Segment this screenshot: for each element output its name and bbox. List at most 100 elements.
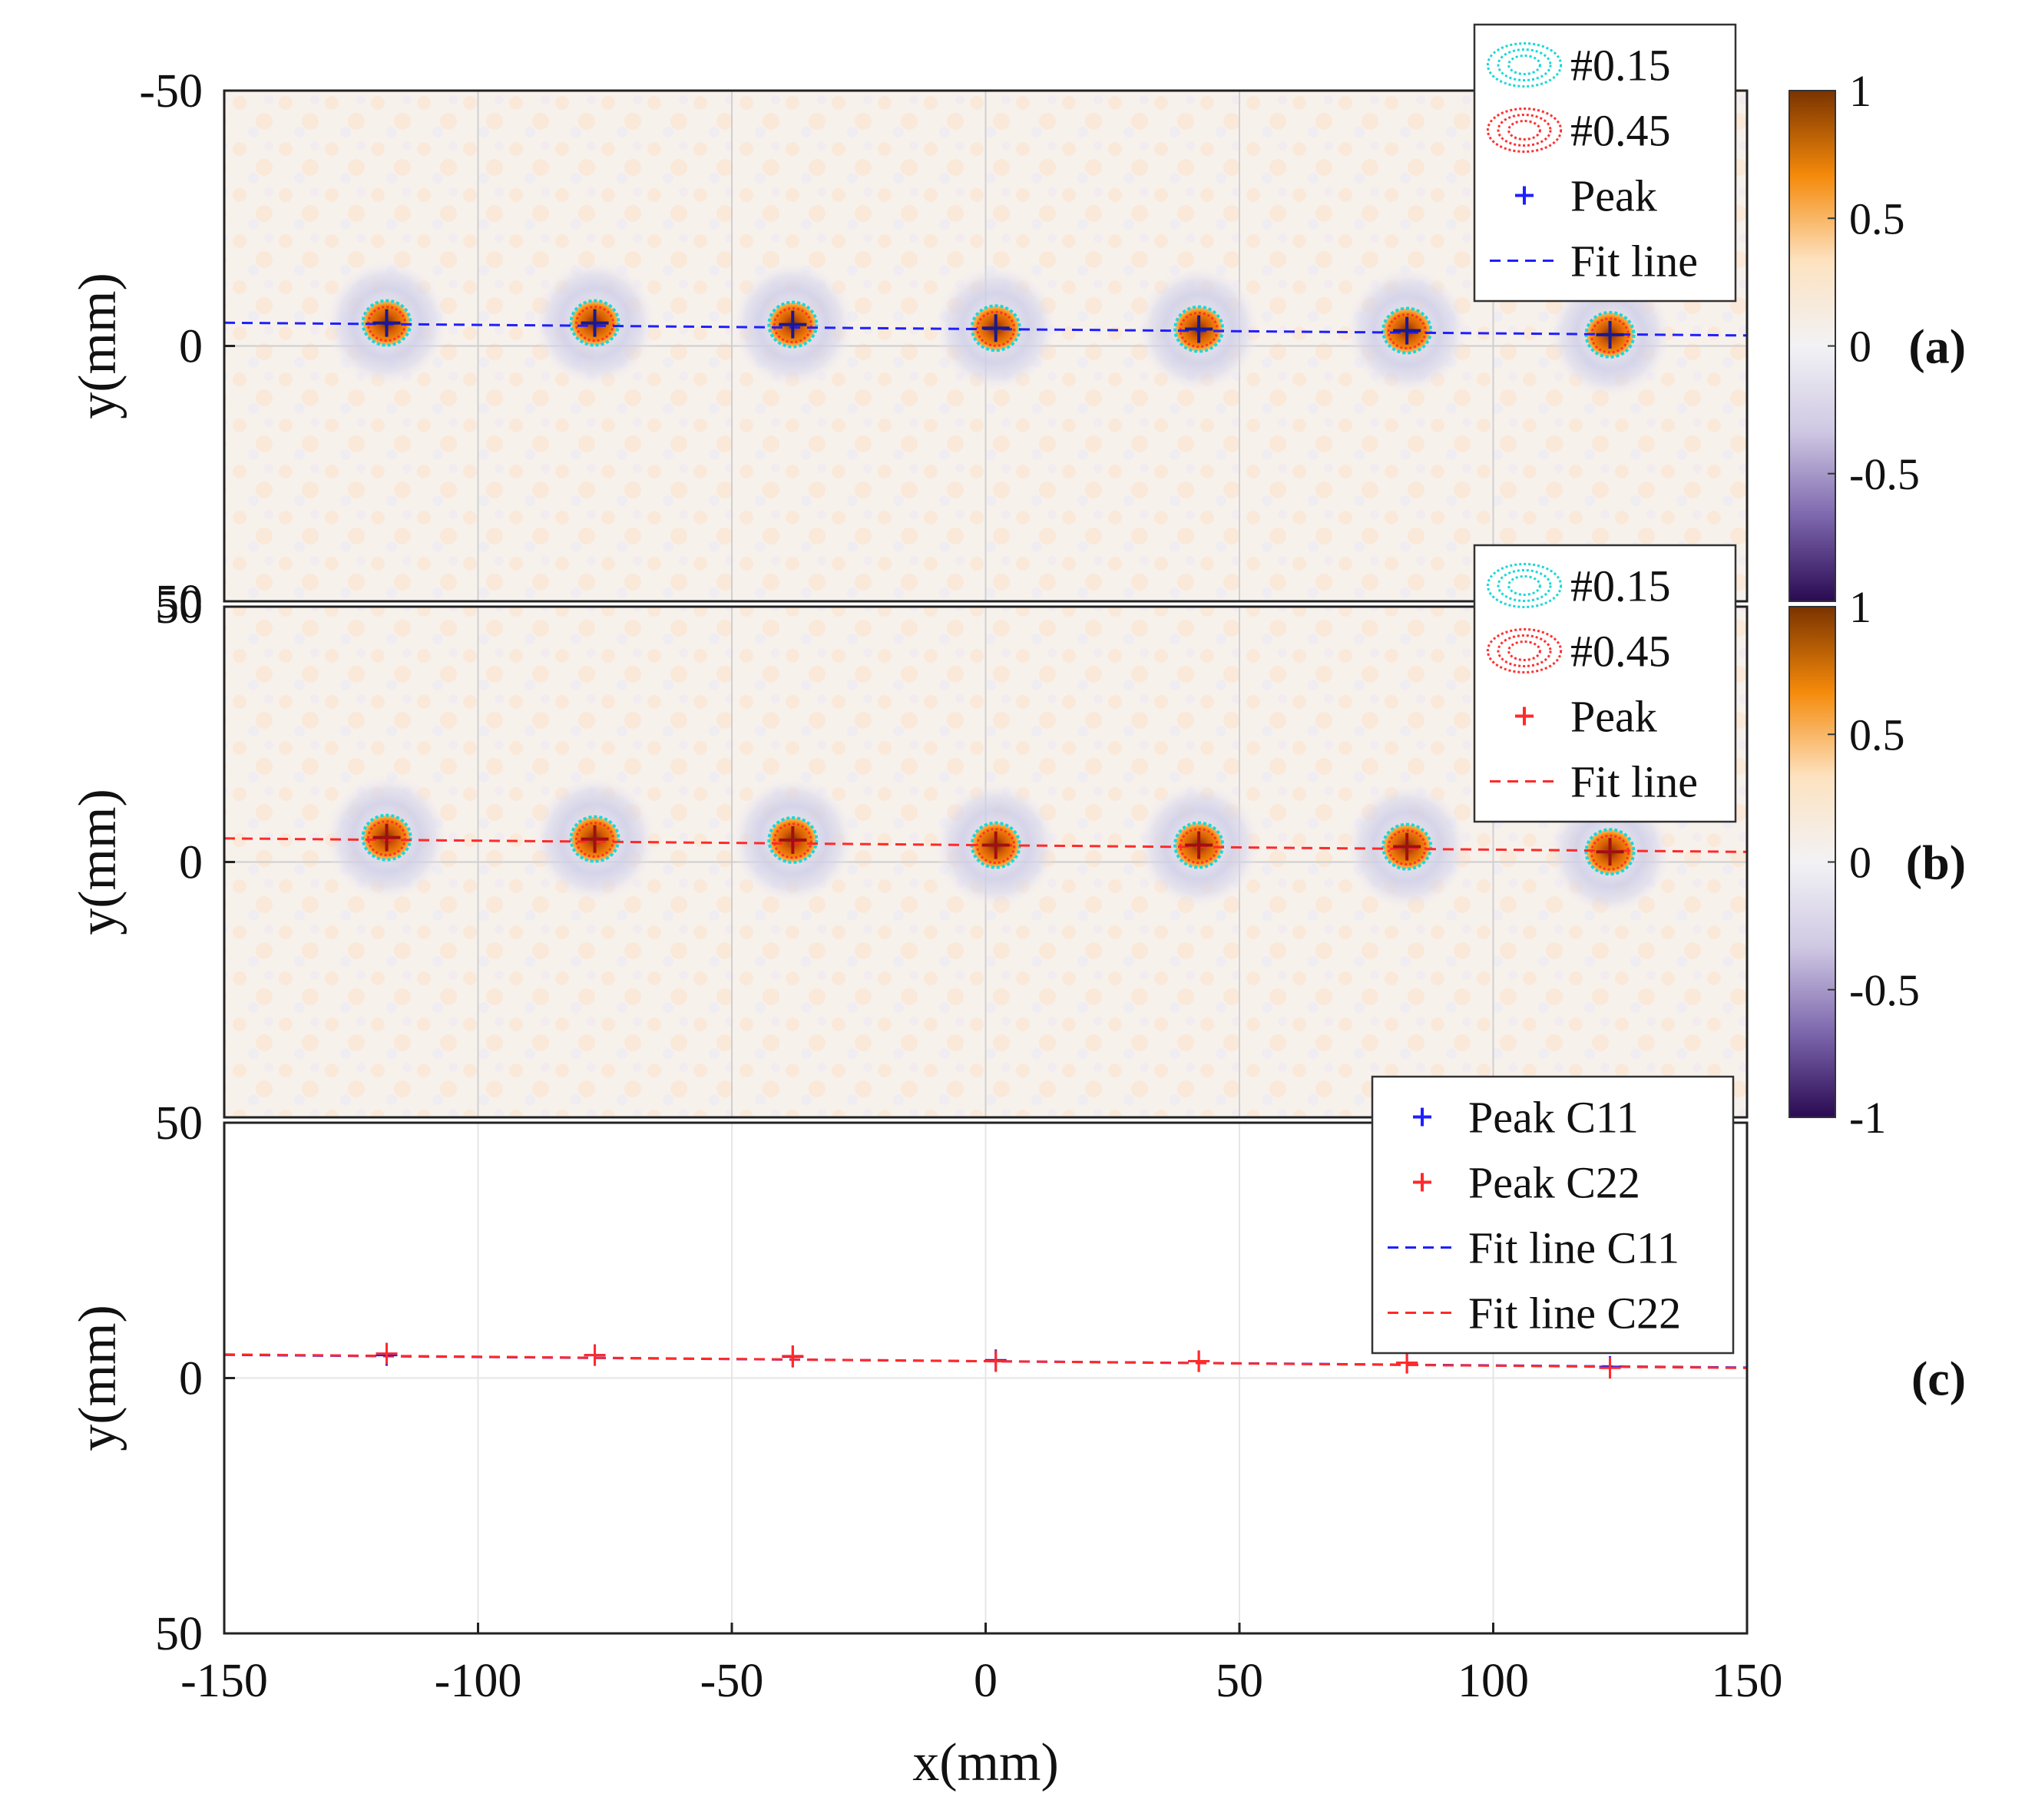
peak-b-6 [1596,838,1624,866]
legend-contour-b-0-0 [1486,563,1563,608]
ylabel-a: y(mm) [68,273,127,419]
contour-015-b-0 [361,813,412,862]
legend-box-a [1473,23,1737,303]
peak-b-5 [1393,832,1421,861]
peak-a-0 [372,309,401,337]
ytick-label-b-1: 0 [179,837,203,889]
series-1-point-6 [1599,1357,1621,1379]
legend-label-b-3: Fit line [1570,757,1698,807]
legend-contour-b-0-1 [1497,569,1552,602]
series-1-point-1 [584,1344,606,1366]
contour-045-b-1 [575,822,615,859]
contour-015-a-1 [569,299,620,347]
xtick-label-3: 0 [974,1655,998,1707]
contour-045-b-5 [1387,829,1427,866]
legend-label-b-0: #0.15 [1570,561,1671,611]
contour-045-a-1 [575,306,615,342]
legend-label-b-1: #0.45 [1570,627,1671,677]
legend-label-c-0: Peak C11 [1468,1093,1639,1143]
legend-contour-a-0-0 [1486,42,1563,88]
ylabel-b: y(mm) [68,789,127,935]
colorbar-label-a-2: 0 [1849,322,1871,372]
ytick-label-c-0: 50 [155,1097,203,1150]
legend-box-c [1371,1075,1735,1355]
legend-label-c-2: Fit line C11 [1468,1223,1679,1273]
series-1-point-4 [1188,1350,1210,1372]
xtick-label-1: -100 [435,1655,522,1707]
xtick-label-2: -50 [700,1655,764,1707]
peak-a-4 [1185,315,1213,343]
peak-a-1 [581,309,609,337]
contour-015-b-1 [569,815,620,863]
panel-tag-b: (b) [1906,836,1966,890]
contour-045-a-3 [976,310,1016,347]
xtick-label-0: -150 [180,1655,268,1707]
colorbar-label-b-2: 0 [1849,838,1871,888]
ytick-label-b-0: 50 [155,581,203,634]
xlabel: x(mm) [912,1733,1059,1792]
legend-contour-a-0-1 [1497,48,1552,81]
ytick-label-a-1: 0 [179,321,203,373]
ytick-label-c-2: 50 [155,1608,203,1660]
legend-c: Peak C11 Peak C22 Fit line C11 Fit line C22 [1371,1075,1735,1355]
colorbar-label-b-3: -0.5 [1849,965,1920,1015]
peak-a-6 [1596,320,1624,349]
colorbar-label-a-0: 1 [1849,66,1871,116]
peak-b-0 [372,823,401,852]
legend-b: #0.15 #0.45 Peak Fit line [1473,544,1737,823]
colorbar-b: 1 0.5 0 -0.5 -1 [1788,582,1920,1143]
legend-contour-b-1-1 [1497,634,1552,667]
legend-a: #0.15 #0.45 Peak Fit line [1473,23,1737,303]
colorbar-label-a-3: -0.5 [1849,449,1920,499]
contour-015-a-0 [361,299,412,347]
contour-045-b-4 [1179,828,1219,865]
contour-015-b-2 [767,816,819,864]
legend-contour-b-1-2 [1507,640,1541,661]
contour-015-a-2 [767,300,819,349]
ylabel-c: y(mm) [68,1305,127,1451]
legend-contour-b-0-2 [1507,575,1541,596]
panel-tag-c: (c) [1911,1352,1966,1406]
ytick-label-c-1: 0 [179,1353,203,1405]
legend-contour-a-1-0 [1486,108,1563,153]
legend-contour-a-0-2 [1507,55,1541,75]
legend-contour-a-1-2 [1507,120,1541,141]
legend-label-c-1: Peak C22 [1468,1158,1640,1208]
legend-label-a-0: #0.15 [1570,41,1671,91]
colorbar-label-a-1: 0.5 [1849,194,1905,243]
contour-045-a-2 [773,307,812,344]
legend-label-a-1: #0.45 [1570,106,1671,156]
peak-a-3 [981,314,1010,342]
legend-label-c-3: Fit line C22 [1468,1289,1681,1339]
xtick-label-6: 150 [1712,1655,1783,1707]
contour-015-b-6 [1584,828,1636,876]
ytick-label-a-0: -50 [139,65,203,117]
series-1-point-0 [376,1342,398,1365]
contour-045-b-6 [1590,834,1630,871]
contour-045-b-0 [367,820,407,857]
peak-b-1 [581,825,609,853]
peak-a-5 [1393,316,1421,345]
legend-contour-a-1-1 [1497,114,1552,147]
peak-b-3 [981,831,1010,859]
legend-label-b-2: Peak [1570,692,1657,742]
contour-045-b-2 [773,822,812,859]
legend-box-b [1473,544,1737,823]
peak-a-2 [779,310,807,339]
peak-b-4 [1185,831,1213,859]
contour-015-b-5 [1381,822,1433,871]
colorbar-label-b-0: 1 [1849,582,1871,632]
colorbar-label-b-4: -1 [1849,1093,1886,1143]
contour-015-b-4 [1173,821,1225,869]
contour-045-a-5 [1387,313,1427,350]
contour-045-b-3 [976,828,1016,865]
contour-015-a-5 [1381,306,1433,355]
panel-tag-a: (a) [1908,319,1966,374]
series-1-point-3 [984,1350,1007,1372]
colorbar-a: 1 0.5 0 -0.5 [1788,66,1920,602]
contour-015-a-4 [1173,305,1225,353]
xtick-label-4: 50 [1216,1655,1263,1707]
ytick-label-a-2: 50 [155,576,203,628]
colorbar-label-b-1: 0.5 [1849,710,1905,759]
